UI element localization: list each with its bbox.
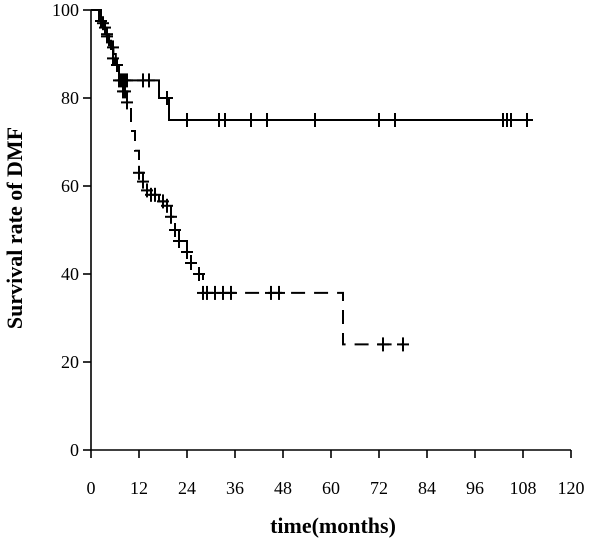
- y-tick-label: 80: [61, 88, 79, 108]
- y-tick-label: 20: [61, 352, 79, 372]
- survival-curve-1: [91, 9, 531, 121]
- series-layer: [91, 9, 533, 352]
- survival-curve-2: [91, 9, 403, 346]
- y-tick-label: 0: [70, 440, 79, 460]
- x-axis-title: time(months): [270, 513, 396, 538]
- x-tick-label: 0: [87, 478, 96, 498]
- y-axis-title: Survival rate of DMF: [2, 127, 27, 329]
- series-2: [91, 9, 409, 352]
- x-tick-label: 72: [370, 478, 388, 498]
- y-tick-label: 60: [61, 176, 79, 196]
- x-tick-label: 36: [226, 478, 244, 498]
- x-tick-label: 24: [178, 478, 196, 498]
- series-1: [91, 9, 533, 127]
- x-tick-label: 120: [558, 478, 585, 498]
- x-tick-label: 108: [510, 478, 537, 498]
- axes: 0 12 24 36 48 60 72 84 96 108 120 0 20 40 60 80 100: [52, 0, 585, 498]
- x-tick-label: 48: [274, 478, 292, 498]
- x-tick-label: 84: [418, 478, 436, 498]
- x-tick-label: 12: [130, 478, 148, 498]
- y-tick-label: 40: [61, 264, 79, 284]
- x-tick-label: 96: [466, 478, 484, 498]
- x-tick-label: 60: [322, 478, 340, 498]
- y-tick-label: 100: [52, 0, 79, 20]
